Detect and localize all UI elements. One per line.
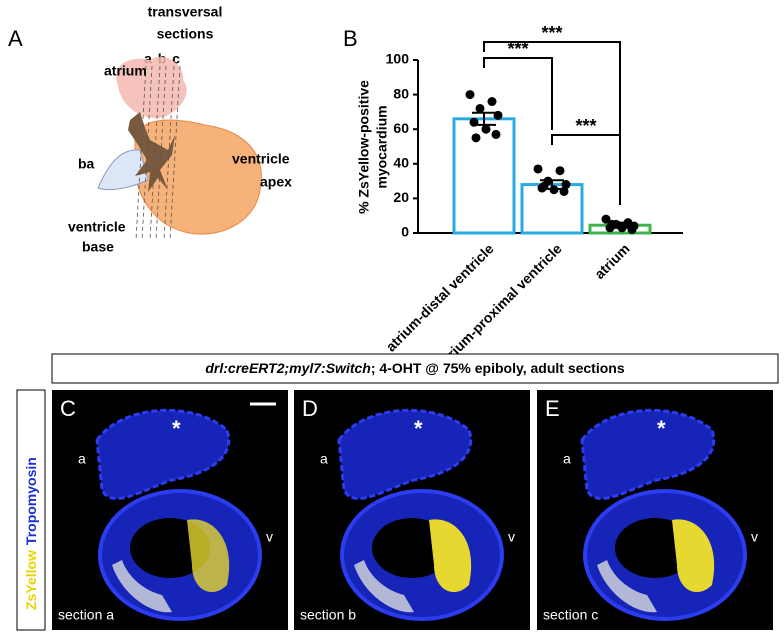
zsyellow-signal	[672, 519, 715, 593]
y-tick-label: 0	[401, 224, 409, 240]
data-point	[475, 103, 485, 113]
white-signal	[112, 560, 172, 613]
y-tick-label: 100	[386, 51, 410, 67]
ventricle-label: v	[266, 529, 273, 545]
bar	[452, 117, 516, 235]
label: base	[82, 239, 114, 255]
side-box	[16, 389, 46, 631]
data-point	[601, 214, 611, 224]
atrium-shape	[116, 56, 187, 119]
data-point	[491, 129, 501, 139]
data-point	[471, 133, 481, 143]
section-label: section b	[300, 607, 356, 623]
atrium-label: a	[320, 451, 328, 467]
header-italic: drl:creERT2;myl7:Switch	[205, 360, 370, 376]
panel-label: A	[8, 26, 23, 51]
section-lines	[135, 65, 181, 241]
y-tick-label: 40	[393, 155, 409, 171]
label: a	[144, 51, 152, 67]
atrium-tissue	[95, 408, 231, 501]
data-point	[481, 124, 491, 134]
panel-a: A transversal sections a b c atrium ba v…	[8, 4, 292, 255]
ventricle-label: v	[751, 529, 758, 545]
section-label: section c	[543, 607, 598, 623]
y-tick-label: 60	[393, 120, 409, 136]
panel-label: D	[302, 396, 318, 421]
label: ventricle	[68, 219, 126, 235]
y-axis-label: % ZsYellow-positive	[356, 80, 372, 214]
atrium-label: a	[563, 451, 571, 467]
data-point	[533, 164, 543, 174]
panel-label: C	[60, 396, 76, 421]
ventricle-shape	[134, 119, 262, 235]
significance-label: ***	[575, 116, 596, 136]
atrium-label: a	[78, 451, 86, 467]
significance-bracket	[483, 41, 621, 205]
asterisk: *	[414, 416, 423, 441]
panel-label: B	[343, 26, 358, 51]
significance-bracket	[483, 57, 553, 130]
atrium-tissue	[337, 408, 473, 501]
label: ventricle	[232, 151, 290, 167]
header-rest: ; 4-OHT @ 75% epiboly, adult sections	[371, 360, 625, 376]
white-signal	[597, 560, 657, 613]
header: drl:creERT2;myl7:Switch; 4-OHT @ 75% epi…	[205, 360, 624, 376]
significance-label: ***	[541, 23, 562, 43]
zsyellow-signal	[429, 519, 472, 593]
side-label-yellow: ZsYellow	[23, 550, 39, 610]
asterisk: *	[172, 416, 181, 441]
label: ba	[78, 156, 95, 172]
side-label: ZsYellow Tropomyosin	[23, 457, 39, 610]
label: transversal	[148, 4, 223, 20]
y-axis-label: myocardium	[374, 105, 390, 188]
significance-label: ***	[507, 39, 528, 59]
white-signal	[354, 560, 414, 613]
data-point	[487, 97, 497, 107]
ventricle-label: v	[508, 529, 515, 545]
label: c	[172, 51, 180, 67]
x-tick-label: atrium-proximal ventricle	[435, 240, 565, 370]
y-tick-label: 80	[393, 85, 409, 101]
x-tick-label: atrium	[591, 240, 633, 282]
label: apex	[260, 174, 292, 190]
significance-bracket	[551, 134, 621, 205]
label: atrium	[104, 63, 147, 79]
header-box	[51, 353, 779, 384]
data-point	[561, 180, 571, 190]
data-point	[465, 90, 475, 100]
asterisk: *	[657, 416, 666, 441]
data-point	[555, 166, 565, 176]
atrium-tissue	[580, 408, 716, 501]
label: sections	[157, 26, 214, 42]
y-tick-label: 20	[393, 189, 409, 205]
section-label: section a	[58, 607, 114, 623]
panel-label: E	[545, 396, 560, 421]
x-tick-label: atrium-distal ventricle	[383, 240, 497, 354]
ba-shape	[97, 149, 149, 191]
data-point	[627, 225, 637, 235]
side-label-blue: Tropomyosin	[23, 457, 39, 545]
zsyellow-signal	[187, 519, 230, 593]
